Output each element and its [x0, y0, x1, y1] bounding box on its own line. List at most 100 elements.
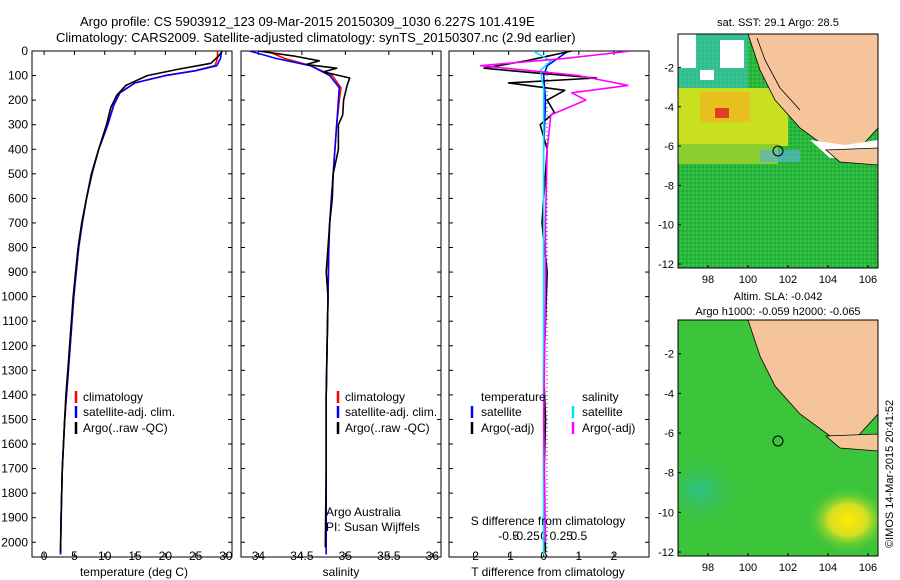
depth-tick-label: 200: [8, 93, 28, 107]
map-lat-tick-label: -6: [664, 428, 674, 440]
depth-tick-label: 100: [8, 69, 28, 83]
legend-title-salinity: salinity: [582, 390, 619, 404]
depth-tick-label: 1100: [2, 314, 28, 328]
t-difference-tick-label: -2: [468, 549, 479, 563]
map-lat-tick-label: -12: [658, 259, 674, 271]
imos-timestamp: ©IMOS 14-Mar-2015 20:41:52: [884, 400, 896, 548]
map-lat-tick-label: -6: [664, 141, 674, 153]
map-lat-tick-label: -2: [664, 62, 674, 74]
depth-tick-label: 1500: [1, 412, 28, 426]
temperature-tick-label: 5: [71, 549, 78, 563]
s-difference-tick-label: -0.5: [498, 529, 519, 543]
depth-tick-label: 300: [8, 118, 28, 132]
argo-position-marker-sla: [772, 435, 784, 447]
sst-map-title: sat. SST: 29.1 Argo: 28.5: [717, 17, 839, 29]
depth-tick-label: 1300: [1, 363, 28, 377]
s-difference-tick-label: 0.5: [570, 529, 587, 543]
legend-label-s-argo: Argo(-adj): [582, 421, 635, 435]
map-lat-tick-label: -10: [658, 220, 674, 232]
temperature-tick-label: 15: [128, 549, 142, 563]
difference-series: [479, 51, 632, 555]
depth-tick-label: 900: [8, 265, 28, 279]
depth-tick-label: 1800: [1, 486, 28, 500]
map-lat-tick-label: -8: [664, 180, 674, 192]
temperature-tick-label: 20: [159, 549, 173, 563]
salinity-tick-label: 35: [339, 549, 353, 563]
java-land-sla: [824, 433, 878, 452]
t-difference-tick-label: 2: [611, 549, 618, 563]
temperature-tick-label: 25: [189, 549, 203, 563]
legend-label-climatology: climatology: [83, 390, 143, 404]
depth-tick-label: 400: [8, 142, 28, 156]
s-difference-title: S difference from climatology: [471, 514, 626, 528]
depth-tick-label: 1000: [1, 290, 28, 304]
temperature-ticks: 0 5 10 15 20 25 30: [41, 51, 233, 563]
map-lat-tick-label: -8: [664, 468, 674, 480]
map-lat-tick-label: -2: [664, 349, 674, 361]
annotation-argo-australia: Argo Australia: [326, 505, 401, 519]
legend-label-satellite: satellite-adj. clim.: [345, 405, 437, 419]
series-line-argo-adj-: [479, 51, 632, 543]
map-lat-tick-label: -4: [664, 102, 674, 114]
depth-tick-label: 0: [21, 44, 28, 58]
depth-tick-label: 1700: [1, 462, 28, 476]
salinity-tick-label: 35.5: [377, 549, 401, 563]
sst-map-frame: [677, 33, 879, 269]
sla-map-subtitle: Argo h1000: -0.059 h2000: -0.065: [695, 306, 860, 318]
depth-tick-label: 1200: [1, 339, 28, 353]
s-difference-tick-label: 0.25: [550, 529, 574, 543]
map-lon-tick-label: 98: [702, 562, 714, 574]
temperature-tick-label: 30: [219, 549, 233, 563]
s-difference-ticks: -0.5-0.25 0 0.250.5: [498, 529, 587, 543]
annotation-pi: PI: Susan Wijffels: [326, 520, 420, 534]
map-lat-tick-label: -10: [658, 507, 674, 519]
series-line-argo-raw-qc-: [59, 51, 223, 553]
legend-label-t-satellite: satellite: [481, 405, 522, 419]
depth-tick-label: 500: [8, 167, 28, 181]
depth-tick-label: 600: [8, 191, 28, 205]
depth-tick-label: 700: [8, 216, 28, 230]
depth-tick-label: 2000: [1, 535, 28, 549]
map-lon-tick-label: 102: [779, 274, 797, 286]
salinity-series: [249, 51, 351, 555]
depth-ticks: 0 100 200 300 400 500 600 700 800 900 1000 1100 1200…: [1, 44, 649, 549]
java-land-sst: [824, 147, 878, 166]
legend-label-satellite: satellite-adj. clim.: [83, 405, 175, 419]
map-lon-tick-label: 104: [819, 274, 837, 286]
figure-subtitle: Climatology: CARS2009. Satellite-adjuste…: [56, 30, 576, 45]
salinity-tick-label: 36: [426, 549, 440, 563]
salinity-ticks: 34 34.5 35 35.5 36: [252, 51, 440, 563]
map-lat-tick-label: -4: [664, 388, 674, 400]
map-lat-tick-label: -12: [658, 547, 674, 559]
temperature-axes: [31, 50, 233, 558]
temperature-xlabel: temperature (deg C): [80, 565, 188, 579]
argo-position-marker-sst: [772, 145, 784, 157]
legend-title-temperature: temperature: [481, 390, 546, 404]
sst-map: [678, 34, 878, 268]
series-line-argo-raw-qc-: [258, 51, 351, 548]
sla-map: [678, 320, 878, 556]
legend-label-climatology: climatology: [345, 390, 405, 404]
map-lon-tick-label: 106: [859, 562, 877, 574]
figure-title: Argo profile: CS 5903912_123 09-Mar-2015…: [80, 14, 535, 29]
depth-tick-label: 1900: [1, 511, 28, 525]
sla-map-ticks: 98 100 102 104 106 -2 -4 -6 -8 -10 -12: [658, 349, 877, 574]
sla-map-frame: [677, 319, 879, 557]
salinity-tick-label: 34: [252, 549, 266, 563]
difference-legend: temperature satellite Argo(-adj) salinit…: [470, 390, 635, 435]
depth-tick-label: 1600: [1, 437, 28, 451]
legend-label-s-satellite: satellite: [582, 405, 623, 419]
t-difference-tick-label: -1: [503, 549, 514, 563]
sla-map-title: Altim. SLA: -0.042: [734, 291, 823, 303]
map-lon-tick-label: 102: [779, 562, 797, 574]
map-lon-tick-label: 106: [859, 274, 877, 286]
t-difference-xlabel: T difference from climatology: [471, 565, 625, 579]
sst-map-ticks: 98 100 102 104 106 -2 -4 -6 -8 -10 -12: [658, 62, 877, 286]
t-difference-tick-label: 0: [540, 549, 547, 563]
salinity-tick-label: 34.5: [290, 549, 314, 563]
depth-tick-label: 1400: [1, 388, 28, 402]
temperature-tick-label: 0: [41, 549, 48, 563]
map-lon-tick-label: 100: [739, 562, 757, 574]
salinity-axes: [240, 50, 442, 558]
